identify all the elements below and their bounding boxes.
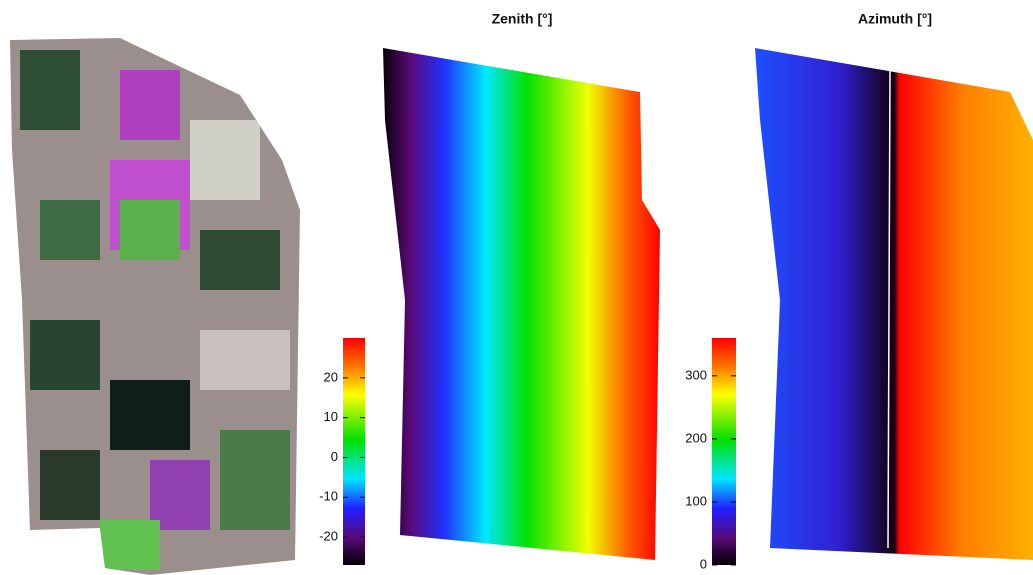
colorbar-tick-label: 10 (324, 409, 338, 424)
colorbar-tick-label: -20 (319, 529, 338, 544)
colorbar-tick-label: 20 (324, 369, 338, 384)
colorbar-tick-label: -10 (319, 489, 338, 504)
colorbar-tick-label: 0 (700, 556, 707, 571)
colorbar-tick-label: 200 (685, 430, 707, 445)
colorbar-tick-label: 300 (685, 367, 707, 382)
rgb-image (0, 30, 310, 575)
zenith-colorbar (343, 338, 365, 565)
zenith-title: Zenith [°] (492, 11, 553, 27)
colorbar-tick-label: 0 (331, 449, 338, 464)
azimuth-colorbar (712, 338, 736, 565)
figure: Zenith [°] Azimuth [°] -20-1001020010020… (0, 0, 1033, 575)
azimuth-title: Azimuth [°] (858, 11, 932, 27)
colorbar-tick-label: 100 (685, 493, 707, 508)
azimuth-map (755, 48, 1033, 560)
zenith-map (383, 48, 660, 560)
